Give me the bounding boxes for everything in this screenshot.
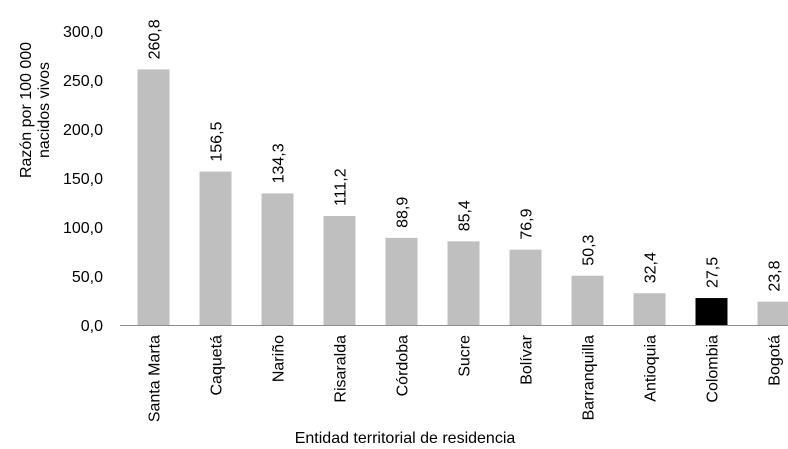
value-label: 27,5 [705,257,722,288]
bar-bogotá [757,301,788,325]
bar-bolívar [509,249,542,325]
value-label: 76,9 [519,208,536,239]
value-label: 32,4 [643,252,660,283]
bar-colombia [695,298,728,325]
bar-córdoba [385,237,418,325]
category-label: Caquetá [209,335,226,396]
category-label: Colombia [705,335,722,403]
bars [137,69,788,325]
value-label: 23,8 [767,260,784,291]
value-label: 85,4 [457,200,474,231]
category-label: Santa Marta [147,335,164,422]
category-label: Risaralda [333,335,350,403]
category-label: Bogotá [767,335,784,386]
category-labels: Santa Marta Caquetá Nariño Risaralda Córdoba… [147,334,784,422]
category-label: Nariño [271,335,288,382]
y-axis-title-line: nacidos vivos [36,62,53,158]
bar-barranquilla [571,275,604,325]
value-label: 50,3 [581,234,598,265]
y-tick-label: 50,0 [72,269,103,286]
value-label: 260,8 [147,19,164,59]
bar-risaralda [323,216,356,325]
y-tick-label: 100,0 [63,220,103,237]
category-label: Córdoba [395,335,412,396]
y-tick-label: 250,0 [63,73,103,90]
category-label: Antioquia [643,335,660,402]
value-label: 88,9 [395,197,412,228]
y-axis-title-line: Razón por 100 000 [18,42,35,178]
category-label: Sucre [457,335,474,377]
x-axis-title: Entidad territorial de residencia [295,430,516,447]
category-label: Bolívar [519,334,536,384]
y-tick-label: 300,0 [63,24,103,41]
bar-santa-marta [137,69,170,325]
y-tick-label: 150,0 [63,171,103,188]
bar-nariño [261,193,294,325]
value-label: 134,3 [271,143,288,183]
y-axis-ticks: 0,0 50,0 100,0 150,0 200,0 250,0 300,0 [63,24,103,335]
y-tick-label: 200,0 [63,122,103,139]
bar-antioquia [633,293,666,325]
value-label: 111,2 [333,168,350,206]
y-axis-title-text: Razón por 100 000nacidos vivos [18,42,53,178]
y-tick-label: 0,0 [81,318,103,335]
bar-caquetá [199,171,232,325]
bar-sucre [447,241,480,325]
category-label: Barranquilla [581,335,598,420]
value-label: 156,5 [209,121,226,161]
value-labels: 260,8 156,5 134,3 111,2 88,9 85,4 76,9 50,3 32,4… [147,19,784,291]
y-axis-title: Razón por 100 000nacidos vivos [18,42,53,178]
